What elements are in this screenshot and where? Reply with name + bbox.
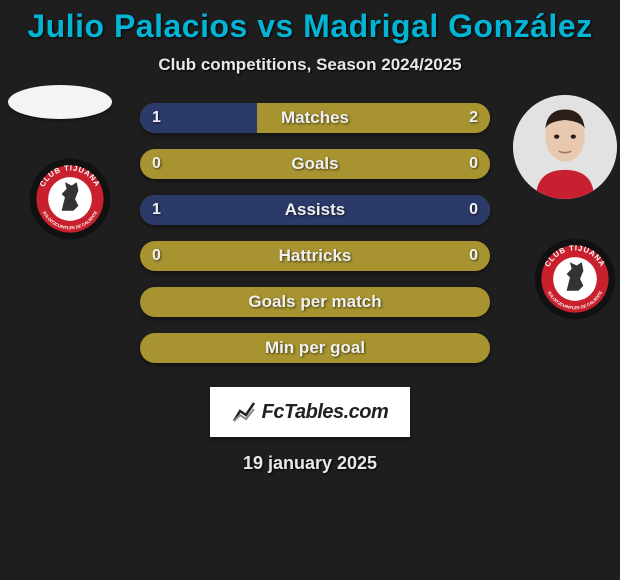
player-left-avatar — [8, 85, 112, 119]
subtitle: Club competitions, Season 2024/2025 — [0, 55, 620, 75]
stat-row: 00Hattricks — [140, 241, 490, 271]
stat-label: Matches — [140, 103, 490, 133]
stat-row: 00Goals — [140, 149, 490, 179]
date-text: 19 january 2025 — [0, 453, 620, 474]
player-right-avatar — [513, 95, 617, 199]
source-logo: FcTables.com — [210, 387, 410, 437]
stat-label: Assists — [140, 195, 490, 225]
club-badge-icon: CLUB TIJUANA XOLOITZCUINTLES DE CALIENTE — [28, 157, 112, 241]
stat-row: 12Matches — [140, 103, 490, 133]
page-title: Julio Palacios vs Madrigal González — [0, 8, 620, 45]
player-left-club-badge: CLUB TIJUANA XOLOITZCUINTLES DE CALIENTE — [28, 157, 112, 241]
comparison-card: Julio Palacios vs Madrigal González Club… — [0, 0, 620, 474]
stat-label: Goals — [140, 149, 490, 179]
stat-label: Hattricks — [140, 241, 490, 271]
player-right-club-badge: CLUB TIJUANA XOLOITZCUINTLES DE CALIENTE — [533, 237, 617, 321]
stat-rows: 12Matches 00Goals 10Assists 00Hattricks Goal… — [140, 103, 490, 379]
comparison-area: CLUB TIJUANA XOLOITZCUINTLES DE CALIENTE — [0, 103, 620, 383]
club-badge-icon: CLUB TIJUANA XOLOITZCUINTLES DE CALIENTE — [533, 237, 617, 321]
stat-label: Min per goal — [140, 333, 490, 363]
stat-row: 10Assists — [140, 195, 490, 225]
source-logo-text: FcTables.com — [262, 401, 389, 424]
stat-row: Goals per match — [140, 287, 490, 317]
stat-row: Min per goal — [140, 333, 490, 363]
stat-label: Goals per match — [140, 287, 490, 317]
chart-icon — [232, 399, 260, 425]
